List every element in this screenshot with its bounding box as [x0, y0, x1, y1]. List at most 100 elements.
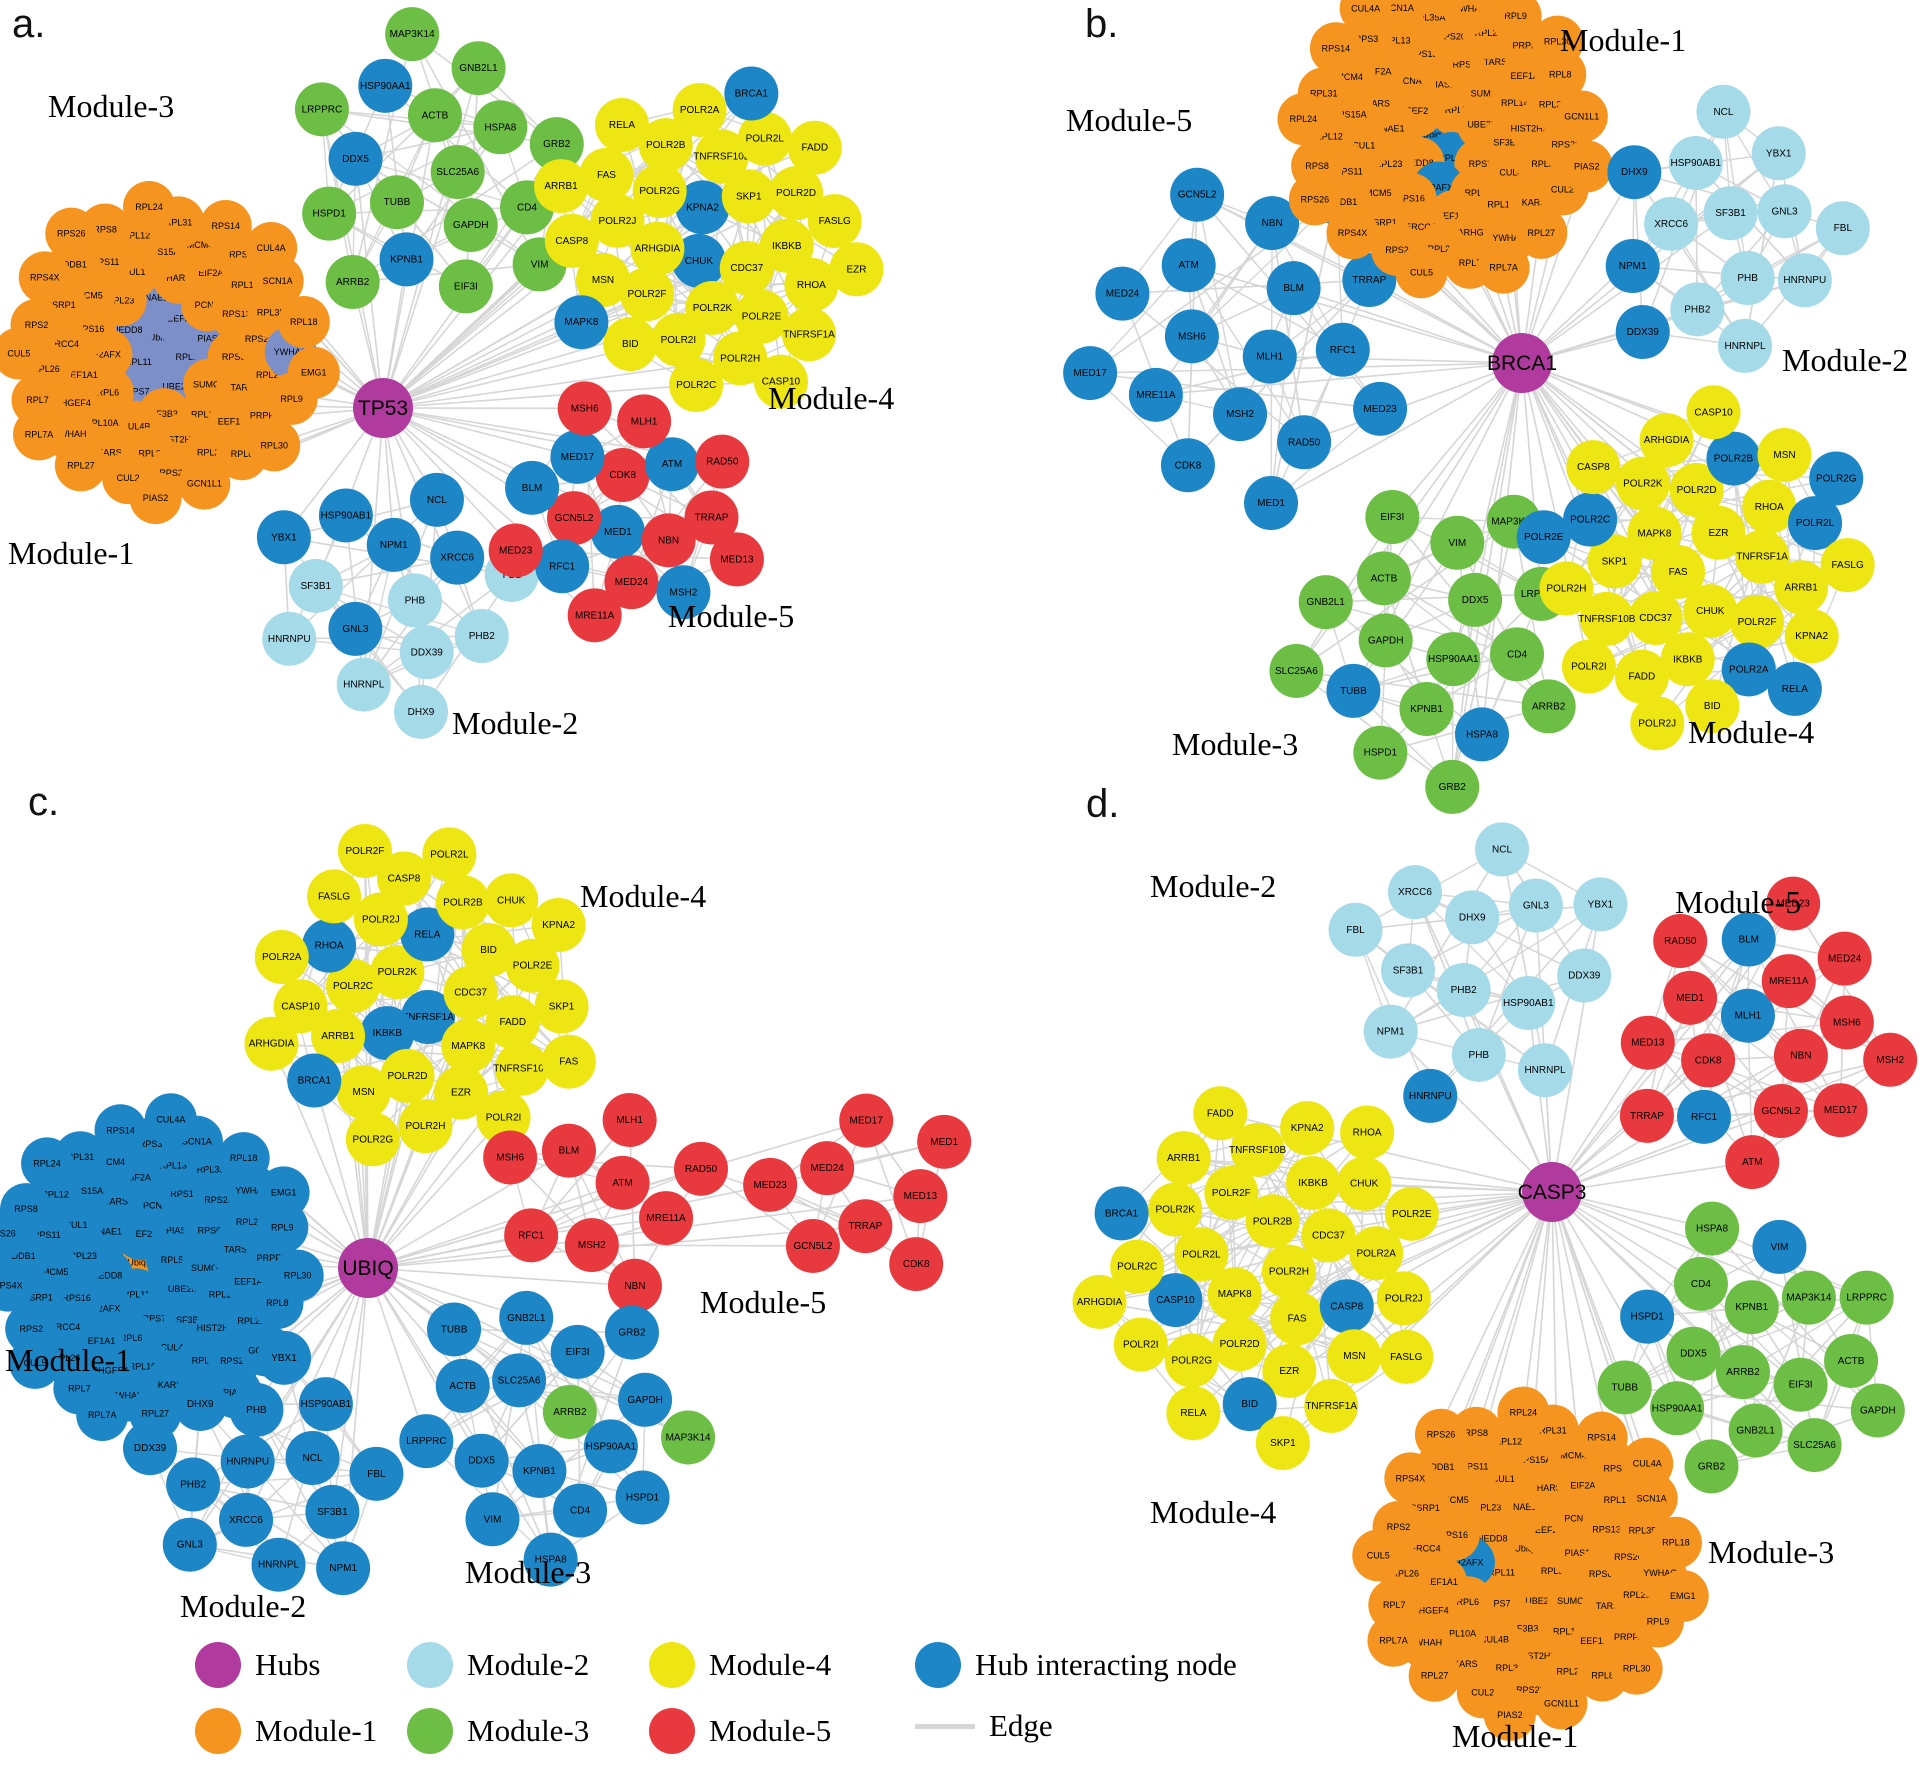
node-SF3B1[interactable] — [288, 558, 343, 613]
node-HNRNPL[interactable] — [251, 1537, 306, 1592]
node-MED17[interactable] — [839, 1093, 894, 1148]
node-POLR2H[interactable] — [713, 331, 768, 386]
node-CDC37[interactable] — [1301, 1208, 1356, 1263]
node-FBL[interactable] — [1328, 902, 1383, 957]
node-POLR2I[interactable] — [1113, 1317, 1168, 1372]
node-FADD[interactable] — [787, 120, 842, 175]
node-CHUK[interactable] — [671, 233, 726, 288]
node-PHB2[interactable] — [1670, 282, 1725, 337]
node-GNL3[interactable] — [328, 601, 383, 656]
node-POLR2J[interactable] — [353, 892, 408, 947]
node-RPL30[interactable] — [1610, 1642, 1663, 1695]
node-CUL4A[interactable] — [1621, 1437, 1674, 1490]
node-HSP90AA1[interactable] — [358, 58, 413, 113]
node-PHB[interactable] — [1720, 250, 1775, 305]
node-MED13[interactable] — [709, 532, 764, 587]
node-TNFRSF1A[interactable] — [1304, 1378, 1359, 1433]
node-FBL[interactable] — [1815, 201, 1870, 256]
node-SLC25A6[interactable] — [1787, 1418, 1842, 1473]
node-MSH2[interactable] — [564, 1218, 619, 1273]
node-GCN5L2[interactable] — [1753, 1084, 1808, 1139]
node-IKBKB[interactable] — [1660, 632, 1715, 687]
node-HSP90AA1[interactable] — [1650, 1381, 1705, 1436]
node-HSPD1[interactable] — [302, 186, 357, 241]
node-NCL[interactable] — [1475, 822, 1530, 877]
node-RPL18[interactable] — [1649, 1516, 1702, 1569]
node-MRE11A[interactable] — [1128, 367, 1183, 422]
node-RPS14[interactable] — [1575, 1411, 1628, 1464]
node-DHX9[interactable] — [394, 684, 449, 739]
node-RFC1[interactable] — [1315, 322, 1370, 377]
node-GNB2L1[interactable] — [499, 1290, 554, 1345]
node-FADD[interactable] — [485, 995, 540, 1050]
node-SLC25A6[interactable] — [1269, 643, 1324, 698]
node-RPS26[interactable] — [1414, 1408, 1467, 1461]
node-VIM[interactable] — [1752, 1219, 1807, 1274]
node-GCN1L1[interactable] — [1555, 90, 1608, 143]
node-LRPPRC[interactable] — [1839, 1270, 1894, 1325]
node-RELA[interactable] — [1767, 661, 1822, 716]
node-CDC37[interactable] — [443, 965, 498, 1020]
node-POLR2G[interactable] — [1809, 451, 1864, 506]
node-HSP90AB1[interactable] — [318, 488, 373, 543]
node-TNFRSF1A[interactable] — [1735, 529, 1790, 584]
node-MED24[interactable] — [1817, 931, 1872, 986]
node-GCN1L1[interactable] — [1535, 1677, 1588, 1730]
node-KPNB1[interactable] — [379, 232, 434, 287]
node-FAS[interactable] — [1270, 1291, 1325, 1346]
node-POLR2L[interactable] — [1788, 496, 1843, 551]
node-NCL[interactable] — [409, 472, 464, 527]
node-RPL27[interactable] — [1515, 206, 1568, 259]
node-ATM[interactable] — [1725, 1135, 1780, 1190]
node-DDX5[interactable] — [328, 131, 383, 186]
node-POLR2K[interactable] — [1148, 1182, 1203, 1237]
node-TUBB[interactable] — [1326, 663, 1381, 718]
node-ARRB2[interactable] — [325, 255, 380, 310]
node-SKP1[interactable] — [721, 169, 776, 224]
node-POLR2I[interactable] — [1561, 639, 1616, 694]
node-MED23[interactable] — [1353, 381, 1408, 436]
node-POLR2J[interactable] — [590, 193, 645, 248]
node-SKP1[interactable] — [1587, 534, 1642, 589]
node-DDX39[interactable] — [1615, 305, 1670, 360]
node-IKBKB[interactable] — [1286, 1156, 1341, 1211]
node-ACTB[interactable] — [407, 88, 462, 143]
node-POLR2D[interactable] — [380, 1048, 435, 1103]
node-MAP3K14[interactable] — [385, 7, 440, 62]
node-EIF3I[interactable] — [1773, 1357, 1828, 1412]
node-POLR2F[interactable] — [620, 267, 675, 322]
node-RPL18[interactable] — [217, 1132, 270, 1185]
node-RAD50[interactable] — [1653, 914, 1708, 969]
node-MLH1[interactable] — [1720, 988, 1775, 1043]
node-POLR2E[interactable] — [1384, 1186, 1439, 1241]
node-RHOA[interactable] — [784, 257, 839, 312]
node-GRB2[interactable] — [529, 117, 584, 172]
node-POLR2H[interactable] — [398, 1099, 453, 1154]
node-POLR2H[interactable] — [1261, 1244, 1316, 1299]
node-TUBB[interactable] — [1597, 1360, 1652, 1415]
node-RPS14[interactable] — [94, 1104, 147, 1157]
node-MED23[interactable] — [488, 523, 543, 578]
node-MSH6[interactable] — [557, 381, 612, 436]
node-SLC25A6[interactable] — [430, 145, 485, 199]
node-POLR2H[interactable] — [1539, 561, 1594, 616]
node-YBX1[interactable] — [256, 510, 311, 565]
node-PHB[interactable] — [387, 573, 442, 628]
node-XRCC6[interactable] — [219, 1492, 274, 1547]
node-MSH6[interactable] — [1164, 309, 1219, 364]
node-EMG1[interactable] — [1656, 1569, 1709, 1622]
node-POLR2F[interactable] — [1204, 1165, 1259, 1220]
node-GNB2L1[interactable] — [1728, 1403, 1783, 1458]
node-NBN[interactable] — [607, 1258, 662, 1313]
node-LRPPRC[interactable] — [399, 1414, 454, 1469]
node-EZR[interactable] — [1262, 1343, 1317, 1398]
node-TNFRSF10B[interactable] — [1230, 1122, 1285, 1177]
node-MLH1[interactable] — [602, 1092, 657, 1147]
node-RPS4X[interactable] — [18, 251, 71, 304]
node-MSN[interactable] — [576, 253, 631, 308]
node-BID[interactable] — [461, 923, 516, 978]
node-RPL18[interactable] — [1417, 0, 1469, 17]
node-CUL5[interactable] — [1352, 1529, 1405, 1582]
node-RPL18[interactable] — [277, 296, 330, 349]
node-DHX9[interactable] — [1607, 145, 1662, 200]
